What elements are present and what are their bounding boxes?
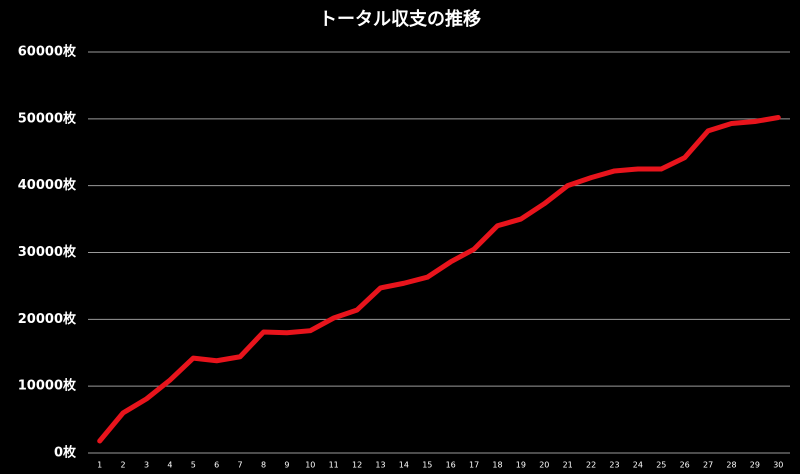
x-tick-label: 25 [656, 461, 666, 470]
x-tick-label: 7 [238, 461, 243, 470]
x-tick-label: 4 [167, 461, 172, 470]
chart-title: トータル収支の推移 [319, 8, 481, 30]
y-tick-label: 0枚 [54, 445, 77, 461]
y-tick-label: 50000枚 [18, 110, 77, 126]
y-tick-label: 30000枚 [18, 244, 77, 260]
x-tick-label: 14 [399, 461, 409, 470]
y-tick-label: 60000枚 [18, 44, 77, 60]
x-tick-label: 1 [97, 461, 102, 470]
y-tick-label: 20000枚 [18, 311, 77, 327]
x-tick-label: 20 [539, 461, 549, 470]
x-tick-label: 16 [446, 461, 456, 470]
x-tick-label: 22 [586, 461, 596, 470]
x-tick-label: 11 [329, 461, 339, 470]
x-tick-label: 6 [214, 461, 219, 470]
x-tick-label: 8 [261, 461, 266, 470]
x-tick-label: 2 [121, 461, 126, 470]
x-tick-label: 29 [750, 461, 760, 470]
x-tick-label: 28 [726, 461, 736, 470]
x-tick-label: 17 [469, 461, 479, 470]
x-tick-label: 3 [144, 461, 149, 470]
x-tick-label: 21 [563, 461, 573, 470]
x-tick-label: 18 [492, 461, 502, 470]
x-tick-label: 10 [305, 461, 315, 470]
y-tick-label: 40000枚 [18, 177, 77, 193]
x-tick-label: 27 [703, 461, 713, 470]
x-tick-label: 9 [284, 461, 289, 470]
x-tick-label: 30 [773, 461, 783, 470]
x-tick-label: 19 [516, 461, 526, 470]
y-tick-label: 10000枚 [18, 378, 77, 394]
x-tick-label: 26 [680, 461, 690, 470]
x-tick-label: 23 [609, 461, 619, 470]
data-line [97, 114, 781, 444]
x-tick-label: 12 [352, 461, 362, 470]
x-tick-label: 5 [191, 461, 196, 470]
x-tick-label: 15 [422, 461, 432, 470]
x-tick-label: 13 [375, 461, 385, 470]
x-tick-label: 24 [633, 461, 643, 470]
